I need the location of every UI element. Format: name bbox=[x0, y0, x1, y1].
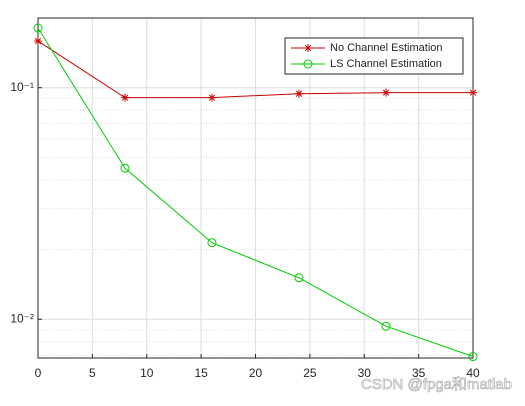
marker-shape bbox=[33, 23, 43, 33]
x-tick-label: 5 bbox=[89, 366, 96, 380]
circle-marker bbox=[381, 321, 391, 331]
asterisk-marker bbox=[295, 89, 303, 98]
asterisk-marker bbox=[382, 88, 390, 97]
x-tick-label: 0 bbox=[35, 366, 42, 380]
x-tick-label: 20 bbox=[249, 366, 263, 380]
marker-shape bbox=[468, 352, 478, 362]
x-tick-label: 10 bbox=[140, 366, 154, 380]
x-tick-label: 25 bbox=[303, 366, 317, 380]
marker-shape bbox=[121, 94, 129, 101]
marker-shape bbox=[382, 89, 390, 96]
marker-shape bbox=[208, 94, 216, 101]
asterisk-marker bbox=[121, 93, 129, 102]
circle-marker bbox=[294, 273, 304, 283]
marker-shape bbox=[381, 321, 391, 331]
y-tick-label: 10⁻² bbox=[10, 311, 34, 325]
circle-marker bbox=[207, 238, 217, 248]
marker-shape bbox=[34, 37, 42, 45]
series-line bbox=[37, 27, 474, 358]
marker-shape bbox=[120, 163, 130, 173]
y-tick-label: 10⁻¹ bbox=[10, 80, 34, 94]
circle-marker bbox=[468, 352, 478, 362]
legend-label: No Channel Estimation bbox=[330, 42, 443, 54]
x-tick-label: 15 bbox=[194, 366, 208, 380]
x-tick-label: 30 bbox=[358, 366, 372, 380]
marker-shape bbox=[303, 59, 313, 69]
circle-marker bbox=[120, 163, 130, 173]
marker-shape bbox=[469, 89, 477, 96]
x-tick-label: 40 bbox=[466, 366, 480, 380]
asterisk-marker bbox=[304, 44, 312, 52]
asterisk-marker bbox=[34, 37, 42, 46]
circle-marker bbox=[33, 23, 43, 33]
axes-box bbox=[37, 17, 474, 359]
marker-shape bbox=[207, 238, 217, 248]
circle-marker bbox=[303, 59, 313, 69]
marker-shape bbox=[304, 44, 312, 52]
asterisk-marker bbox=[208, 93, 216, 102]
series-line bbox=[37, 40, 473, 99]
legend-box bbox=[284, 37, 464, 75]
marker-shape bbox=[294, 273, 304, 283]
x-tick-label: 35 bbox=[412, 366, 426, 380]
marker-shape bbox=[295, 90, 303, 97]
watermark: CSDN @fpga和matlab bbox=[361, 376, 512, 393]
asterisk-marker bbox=[469, 88, 477, 97]
legend-label: LS Channel Estimation bbox=[330, 58, 442, 70]
